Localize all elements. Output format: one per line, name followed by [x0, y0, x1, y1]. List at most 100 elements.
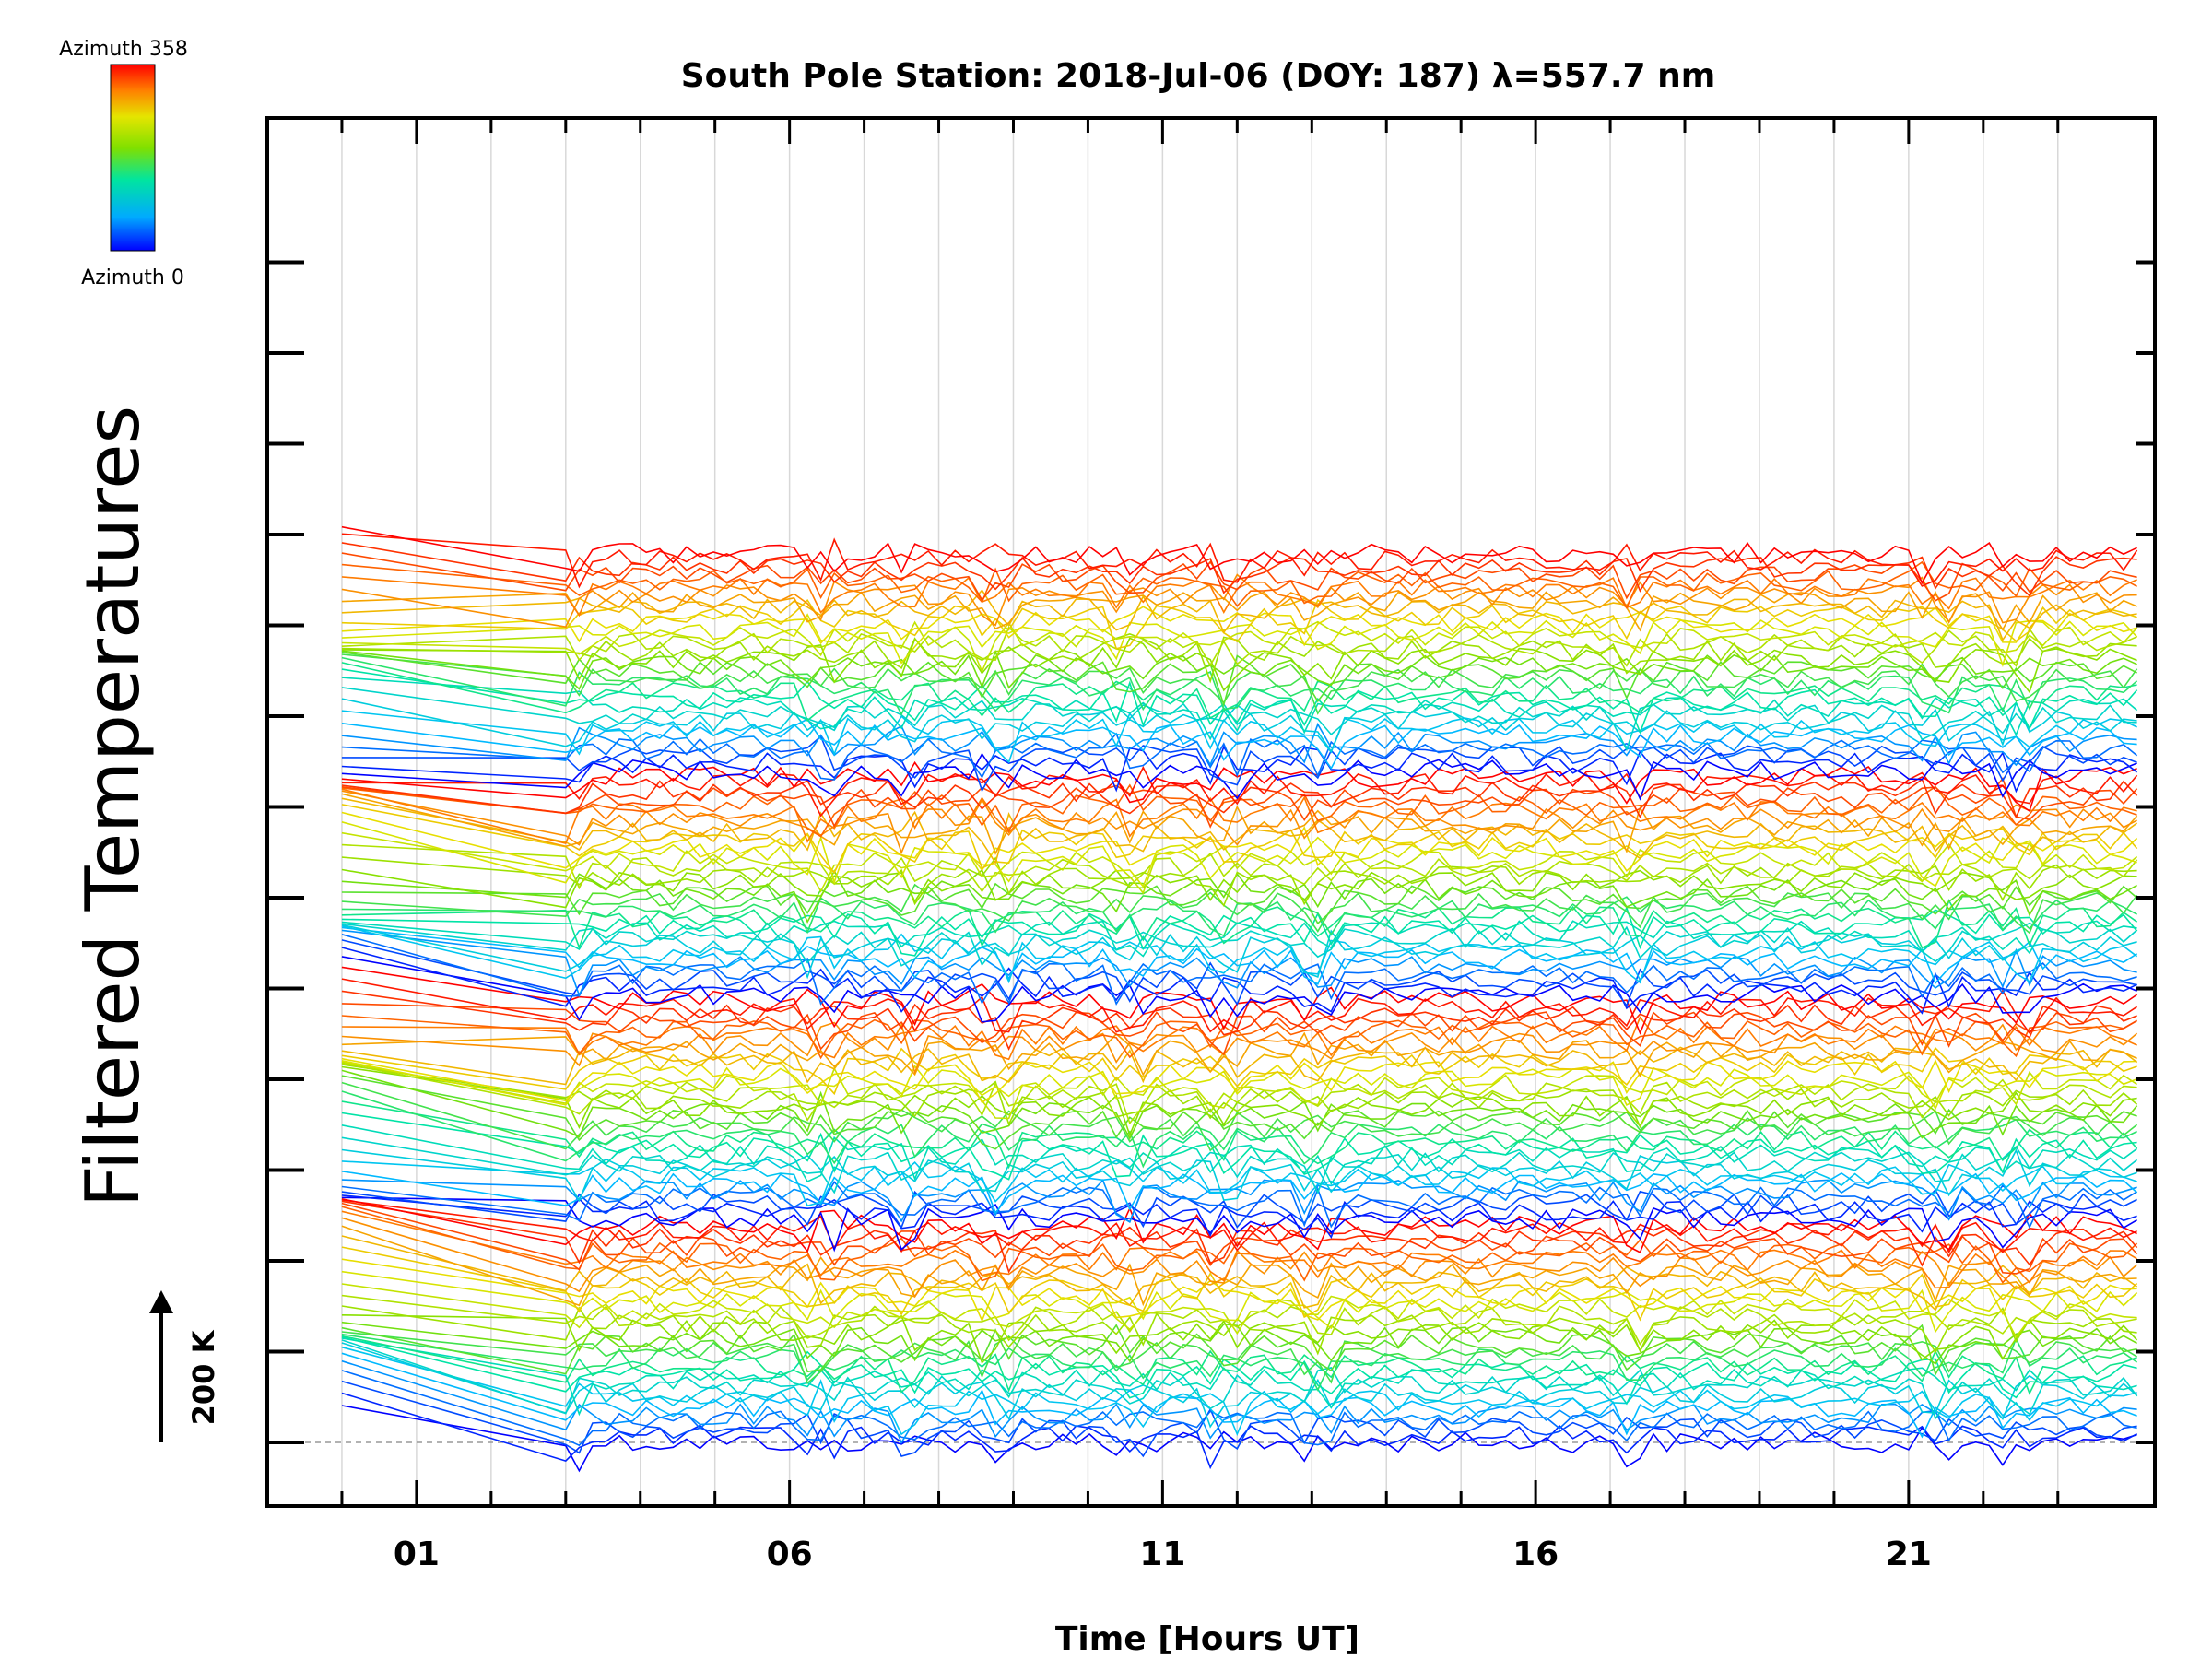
trace-line [341, 1206, 2138, 1284]
trace-line [341, 896, 2137, 937]
trace-line [341, 722, 2137, 767]
x-tick-labels: 01 06 11 16 21 [394, 1535, 1932, 1573]
trace-line [341, 637, 2137, 694]
trace-line [341, 1346, 2137, 1437]
trace-line [341, 1202, 2138, 1275]
trace-line [341, 662, 2137, 723]
scale-bar-label: 200 K [186, 1329, 221, 1425]
trace-line [341, 765, 2138, 818]
trace-line [341, 1031, 2137, 1077]
trace-line [341, 1159, 2137, 1207]
trace-line [341, 1090, 2137, 1169]
trace-line [341, 552, 2137, 602]
trace-line [341, 1064, 2138, 1128]
trace-line [341, 882, 2138, 925]
trace-line [341, 1046, 2138, 1086]
trace-line [341, 1136, 2138, 1194]
trace-line [341, 925, 2138, 984]
trace-line [341, 783, 2137, 838]
trace-line [341, 590, 2137, 632]
trace-line [341, 1359, 2137, 1444]
trace-line [341, 1003, 2137, 1056]
trace-line [341, 1196, 2138, 1253]
colorbar: Azimuth 358 Azimuth 0 [59, 38, 188, 289]
trace-line [341, 620, 2138, 674]
trace-line [341, 668, 2138, 735]
trace-line [341, 745, 2138, 794]
trace-line [341, 542, 2137, 597]
trace-line [341, 1380, 2137, 1458]
trace-line [341, 856, 2137, 908]
trace-line [341, 1335, 2137, 1395]
trace-line [341, 939, 2137, 1007]
x-tick-label: 21 [1886, 1535, 1932, 1573]
trace-line [341, 633, 2137, 684]
trace-line [341, 929, 2137, 997]
trace-line [341, 752, 2137, 801]
trace-line [341, 1294, 2137, 1346]
trace-line [341, 1015, 2138, 1060]
trace-line [341, 1342, 2138, 1429]
trace-line [341, 934, 2137, 1006]
trace-line [341, 804, 2138, 875]
trace-line [341, 1335, 2137, 1399]
x-tick-label: 16 [1512, 1535, 1559, 1573]
y-axis-label: Filtered Temperatures [70, 406, 156, 1207]
trace-line [341, 533, 2138, 589]
trace-line [341, 718, 2137, 771]
trace-line [341, 788, 2137, 845]
trace-line [341, 1352, 2137, 1439]
trace-line [341, 732, 2138, 781]
trace-line [341, 1016, 2137, 1061]
trace-line [341, 1324, 2137, 1376]
trace-line [341, 883, 2138, 935]
trace-line [341, 525, 2137, 585]
trace-line [341, 576, 2137, 618]
trace-line [341, 573, 2137, 629]
colorbar-top-label: Azimuth 358 [59, 38, 188, 61]
traces [341, 525, 2138, 1473]
trace-line [341, 1112, 2137, 1181]
trace-line [341, 698, 2137, 753]
colorbar-gradient [110, 64, 156, 252]
trace-line [341, 906, 2138, 957]
colorbar-bottom-label: Azimuth 0 [81, 266, 184, 289]
trace-line [341, 1225, 2137, 1307]
trace-line [341, 606, 2137, 647]
trace-line [341, 1069, 2138, 1140]
trace-line [341, 790, 2137, 855]
trace-line [341, 1321, 2137, 1365]
trace-line [341, 1194, 2137, 1239]
chart-title: South Pole Station: 2018-Jul-06 (DOY: 18… [681, 57, 1716, 95]
trace-line [341, 1235, 2138, 1312]
scale-arrow-head [149, 1290, 173, 1313]
trace-line [341, 613, 2138, 668]
trace-line [341, 653, 2138, 715]
trace-line [341, 1392, 2137, 1470]
trace-line [341, 1200, 2138, 1274]
x-tick-label: 01 [394, 1535, 440, 1573]
trace-line [341, 811, 2138, 874]
trace-line [341, 589, 2137, 642]
trace-line [341, 560, 2137, 610]
trace-line [341, 1062, 2137, 1125]
trace-line [341, 1100, 2138, 1170]
trace-line [341, 1405, 2137, 1473]
trace-line [341, 966, 2138, 1035]
trace-line [341, 1075, 2137, 1150]
plot-frame [265, 116, 2157, 1508]
trace-line [341, 821, 2137, 888]
trace-line [341, 735, 2137, 793]
trace-line [341, 920, 2137, 958]
axis-ticks [267, 118, 2155, 1506]
trace-line [341, 687, 2137, 752]
x-axis-label: Time [Hours UT] [1055, 1620, 1359, 1658]
trace-line [341, 1057, 2137, 1104]
trace-line [341, 1246, 2138, 1322]
trace-line [341, 1124, 2138, 1185]
trace-line [341, 793, 2138, 855]
trace-line [341, 649, 2137, 690]
trace-line [341, 868, 2137, 909]
x-tick-label: 06 [767, 1535, 813, 1573]
